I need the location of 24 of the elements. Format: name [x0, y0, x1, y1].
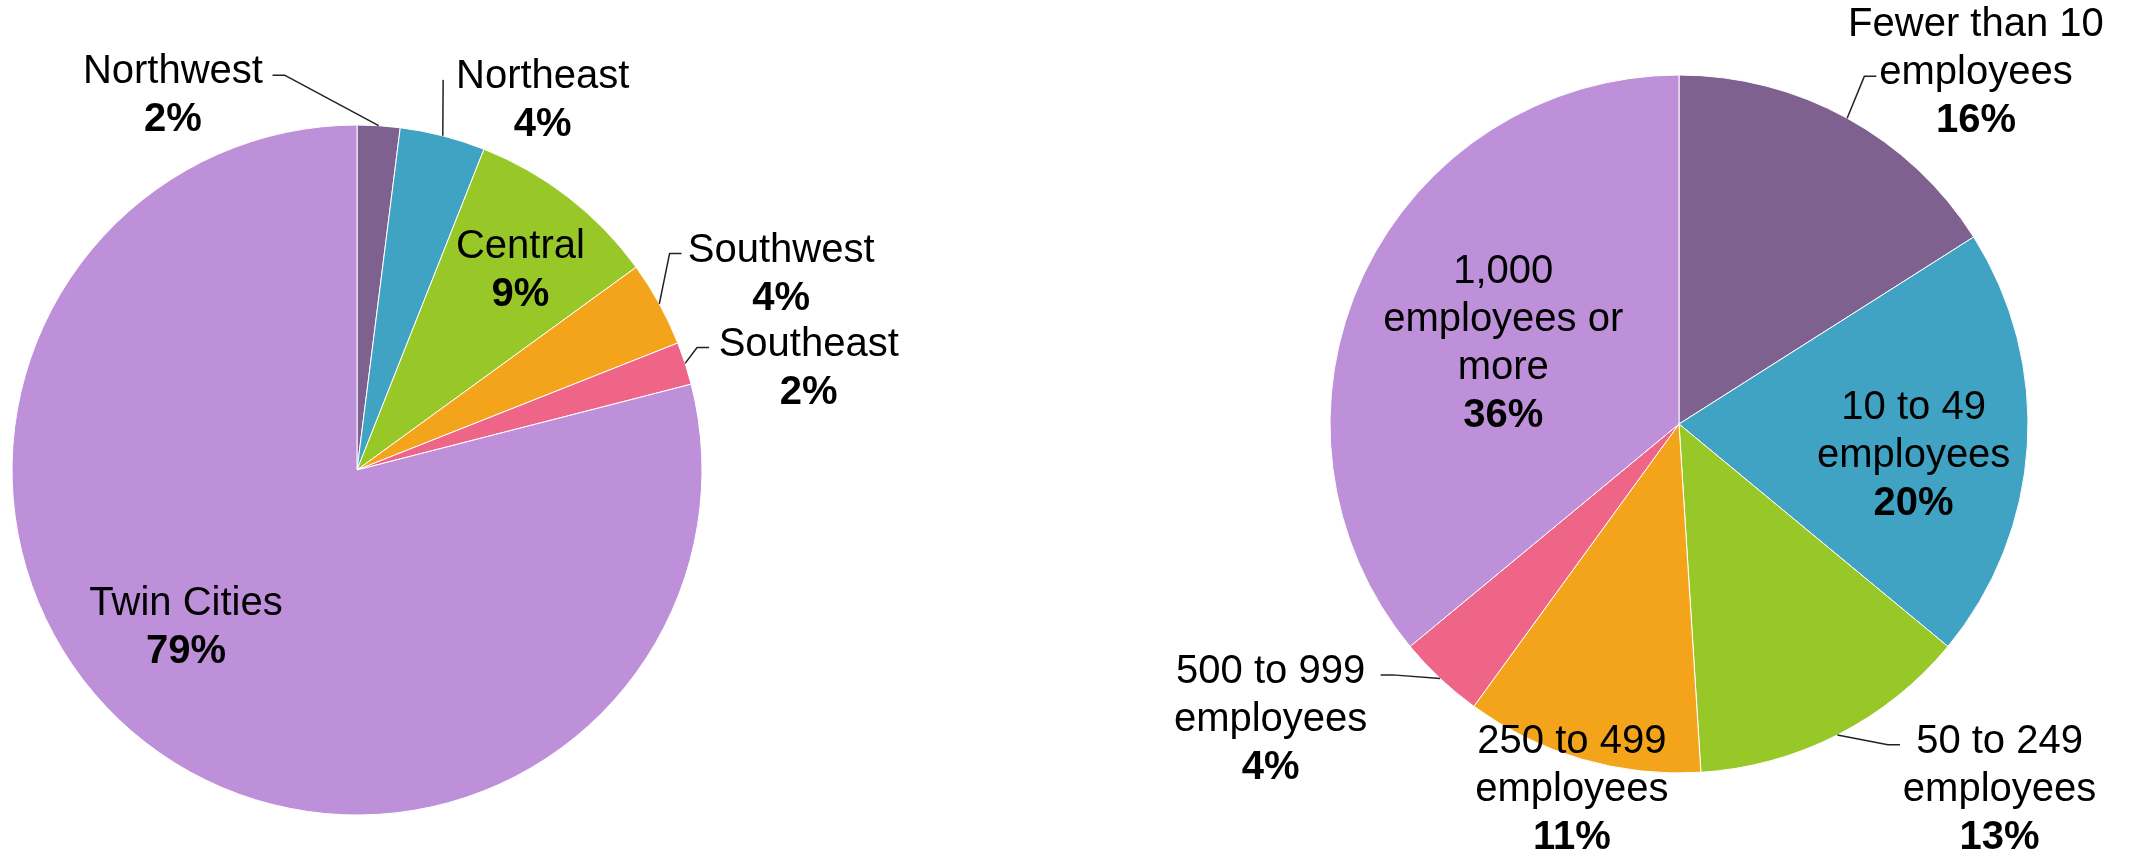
data-label: 20%	[1873, 479, 1954, 524]
slice-label: 10 to 49 employees	[1816, 383, 2011, 476]
data-label: 4%	[752, 273, 811, 318]
data-label: 36%	[1463, 390, 1544, 435]
slice-label: Southwest	[687, 225, 875, 270]
slice-label: 250 to 499 employees	[1475, 716, 1669, 809]
data-label: 4%	[1241, 742, 1300, 787]
slice-label: 1,000 employees or more	[1383, 246, 1624, 387]
slice-label: 500 to 999 employees	[1173, 646, 1368, 739]
data-label: 9%	[491, 269, 550, 314]
slice-label: Fewer than 10 employees	[1848, 0, 2104, 93]
slice-label: Southeast	[718, 319, 899, 364]
data-label: 2%	[779, 367, 838, 412]
slice-label: 50 to 249 employees	[1902, 716, 2097, 809]
slice-label: Central	[455, 221, 585, 266]
data-label: 13%	[1959, 812, 2040, 857]
data-label: 4%	[513, 99, 572, 144]
slice-label: Northeast	[456, 51, 630, 96]
data-label: 2%	[144, 95, 202, 140]
data-label: 79%	[145, 626, 227, 671]
slice-label: Twin Cities	[89, 578, 283, 623]
slice-label: Northwest	[82, 47, 263, 92]
data-label: 11%	[1532, 812, 1611, 857]
data-label: 16%	[1935, 96, 2016, 141]
